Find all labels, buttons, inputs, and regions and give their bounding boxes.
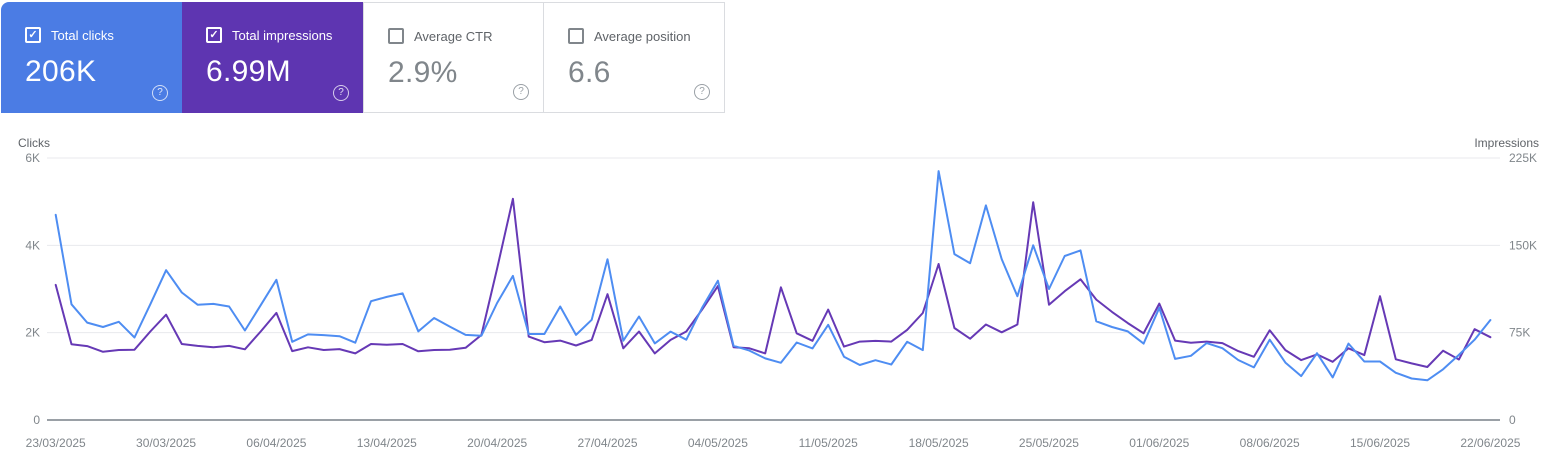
clicks-line-series [54, 170, 1492, 382]
average-ctr-label: Average CTR [414, 28, 493, 44]
right-axis-tick-label: 150K [1509, 238, 1537, 252]
x-axis-date-label: 06/04/2025 [246, 436, 306, 450]
total-clicks-value: 206K [25, 55, 97, 88]
total-clicks-help-icon[interactable]: ? [152, 85, 168, 101]
x-axis-date-label: 27/04/2025 [577, 436, 637, 450]
average-position-checkbox-icon[interactable] [568, 28, 584, 44]
x-axis-date-label: 01/06/2025 [1129, 436, 1189, 450]
total-impressions-checkbox-icon[interactable] [206, 27, 222, 43]
x-axis-date-label: 25/05/2025 [1019, 436, 1079, 450]
left-axis-tick-label: 6K [25, 151, 40, 165]
average-ctr-help-icon[interactable]: ? [513, 84, 529, 100]
card-total-impressions-header: Total impressions [206, 27, 347, 43]
total-impressions-label: Total impressions [232, 27, 333, 43]
left-axis-title: Clicks [18, 136, 50, 150]
x-axis-date-label: 20/04/2025 [467, 436, 527, 450]
x-axis-date-label: 08/06/2025 [1240, 436, 1300, 450]
card-total-clicks-header: Total clicks [25, 27, 166, 43]
average-position-label: Average position [594, 28, 691, 44]
right-axis-tick-label: 225K [1509, 151, 1537, 165]
x-axis-date-label: 22/06/2025 [1460, 436, 1520, 450]
card-total-clicks[interactable]: Total clicks 206K ? [1, 2, 182, 113]
x-axis-date-label: 13/04/2025 [357, 436, 417, 450]
x-axis-date-label: 30/03/2025 [136, 436, 196, 450]
x-axis-date-label: 18/05/2025 [909, 436, 969, 450]
right-axis-tick-label: 75K [1509, 326, 1530, 340]
x-axis-date-label: 11/05/2025 [799, 436, 858, 450]
card-average-position[interactable]: Average position 6.6 ? [544, 2, 725, 113]
impressions-line-series [54, 197, 1492, 368]
average-position-help-icon[interactable]: ? [694, 84, 710, 100]
average-position-value: 6.6 [568, 56, 611, 89]
x-axis-date-label: 04/05/2025 [688, 436, 748, 450]
left-axis-tick-label: 0 [33, 413, 40, 427]
left-axis-tick-label: 2K [25, 326, 40, 340]
x-axis-date-label: 23/03/2025 [26, 436, 86, 450]
right-axis-title: Impressions [1474, 136, 1539, 150]
total-impressions-value: 6.99M [206, 55, 291, 88]
left-axis-tick-label: 4K [25, 238, 40, 252]
average-ctr-value: 2.9% [388, 56, 458, 89]
metric-cards-row: Total clicks 206K ? Total impressions 6.… [1, 2, 725, 113]
total-clicks-checkbox-icon[interactable] [25, 27, 41, 43]
total-clicks-label: Total clicks [51, 27, 114, 43]
card-average-ctr[interactable]: Average CTR 2.9% ? [363, 2, 544, 113]
card-total-impressions[interactable]: Total impressions 6.99M ? [182, 2, 363, 113]
average-ctr-checkbox-icon[interactable] [388, 28, 404, 44]
right-axis-tick-label: 0 [1509, 413, 1516, 427]
card-average-position-header: Average position [568, 28, 708, 44]
card-average-ctr-header: Average CTR [388, 28, 527, 44]
x-axis-date-label: 15/06/2025 [1350, 436, 1410, 450]
total-impressions-help-icon[interactable]: ? [333, 85, 349, 101]
